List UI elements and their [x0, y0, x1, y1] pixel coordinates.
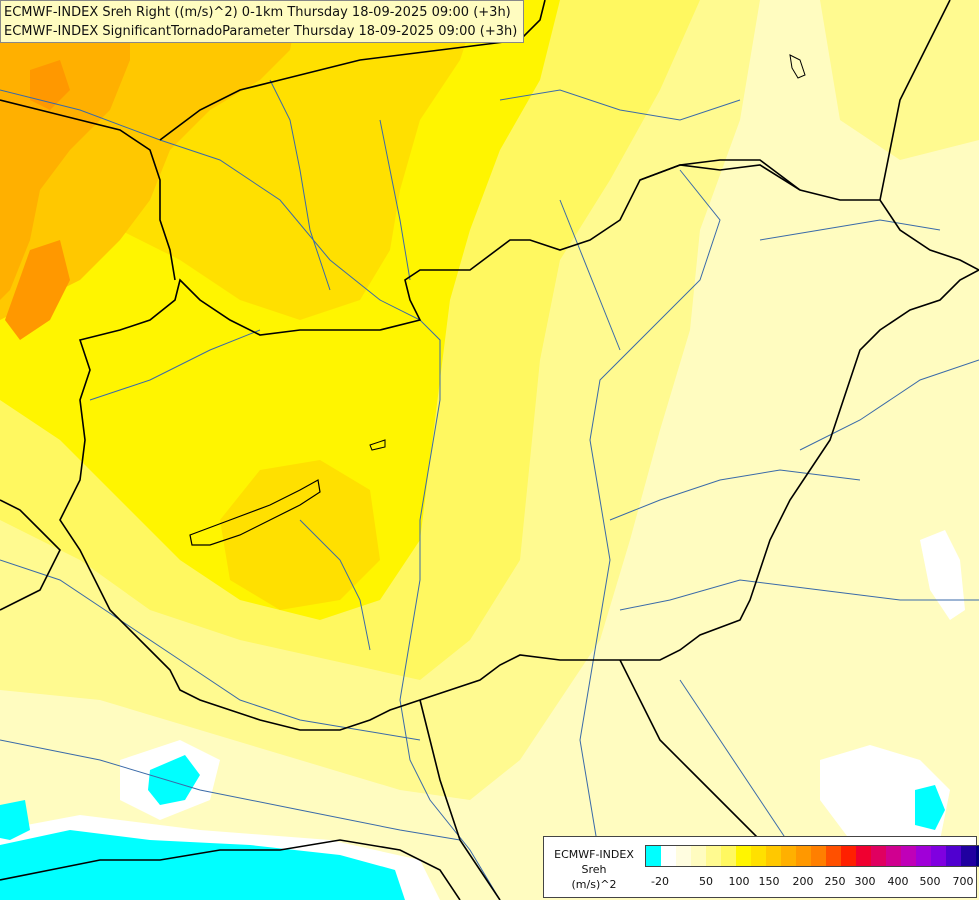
field-white-south: [820, 745, 950, 860]
legend-swatch: [916, 846, 931, 866]
field-dark-orange-spot: [30, 60, 70, 110]
lake-small-2: [789, 54, 806, 79]
color-legend: ECMWF-INDEX Sreh (m/s)^2 -20 50 100 150 200 2…: [543, 836, 979, 898]
lake-small-1: [369, 439, 386, 451]
legend-swatch: [736, 846, 751, 866]
legend-tick-label: 500: [919, 875, 941, 888]
river-koros: [609, 469, 861, 521]
legend-title: ECMWF-INDEX Sreh (m/s)^2: [548, 847, 640, 892]
legend-tick-label: 700: [952, 875, 974, 888]
legend-swatch: [721, 846, 736, 866]
river-east-upper: [759, 219, 941, 241]
legend-tick-label: 200: [792, 875, 814, 888]
legend-swatch: [886, 846, 901, 866]
border-austria-slovakia: [0, 99, 176, 281]
field-cyan-blob-2: [0, 800, 30, 840]
border-hungary: [59, 164, 979, 731]
river-sajo: [559, 199, 621, 351]
border-croatia-bosnia: [0, 839, 461, 900]
field-orange-blob: [5, 240, 70, 340]
river-hron: [379, 119, 411, 281]
legend-swatch: [676, 846, 691, 866]
legend-swatch: [841, 846, 856, 866]
legend-tick-label: 150: [758, 875, 780, 888]
river-balaton-outlet: [299, 519, 371, 651]
river-danube: [0, 89, 501, 900]
legend-swatch: [691, 846, 706, 866]
legend-swatch: [901, 846, 916, 866]
legend-swatch: [796, 846, 811, 866]
river-sava: [0, 739, 461, 841]
legend-swatches: [645, 845, 979, 867]
legend-swatch: [871, 846, 886, 866]
legend-tick-label: 50: [699, 875, 713, 888]
border-croatia-serbia: [419, 699, 501, 900]
legend-swatch: [781, 846, 796, 866]
legend-swatch: [931, 846, 946, 866]
legend-tick-label: 400: [887, 875, 909, 888]
legend-swatch: [826, 846, 841, 866]
rivers: [0, 79, 979, 900]
border-slovakia-ukraine: [639, 159, 801, 191]
field-gold-patch: [220, 460, 380, 610]
river-vah: [269, 79, 331, 291]
river-raba: [89, 329, 261, 401]
legend-swatch: [646, 846, 661, 866]
border-croatia-slovenia: [0, 499, 61, 611]
legend-title-line1: ECMWF-INDEX: [554, 848, 634, 861]
title-line-sreh: ECMWF-INDEX Sreh Right ((m/s)^2) 0-1km T…: [4, 5, 511, 20]
river-tisza: [579, 169, 721, 861]
legend-title-line3: (m/s)^2: [571, 878, 617, 891]
border-ukraine-romania: [879, 0, 951, 201]
legend-swatch: [751, 846, 766, 866]
legend-tick-label: 300: [854, 875, 876, 888]
legend-swatch: [961, 846, 976, 866]
field-cyan-bottom: [0, 830, 405, 900]
legend-tick-label: -20: [651, 875, 669, 888]
lake-balaton: [189, 479, 321, 546]
legend-swatch: [946, 846, 961, 866]
field-white-east: [920, 530, 965, 620]
river-south-east: [679, 679, 801, 861]
river-north: [499, 89, 741, 121]
legend-swatch: [976, 846, 979, 866]
legend-swatch: [856, 846, 871, 866]
field-light-yellow-east: [820, 0, 979, 160]
field-cyan-blob-1: [148, 755, 200, 805]
legend-title-line2: Sreh: [581, 863, 607, 876]
legend-swatch: [811, 846, 826, 866]
title-line-stp: ECMWF-INDEX SignificantTornadoParameter …: [4, 24, 518, 39]
river-maros: [619, 579, 979, 611]
legend-swatch: [706, 846, 721, 866]
field-cyan-blob-3: [915, 785, 945, 830]
legend-tick-label: 250: [824, 875, 846, 888]
legend-tick-label: 100: [728, 875, 750, 888]
map-title-box: ECMWF-INDEX Sreh Right ((m/s)^2) 0-1km T…: [0, 0, 524, 43]
legend-swatch: [766, 846, 781, 866]
river-szamos: [799, 359, 979, 451]
legend-swatch: [661, 846, 676, 866]
river-drava: [0, 559, 421, 741]
legend-ticks: -20 50 100 150 200 250 300 400 500 700: [645, 875, 975, 889]
